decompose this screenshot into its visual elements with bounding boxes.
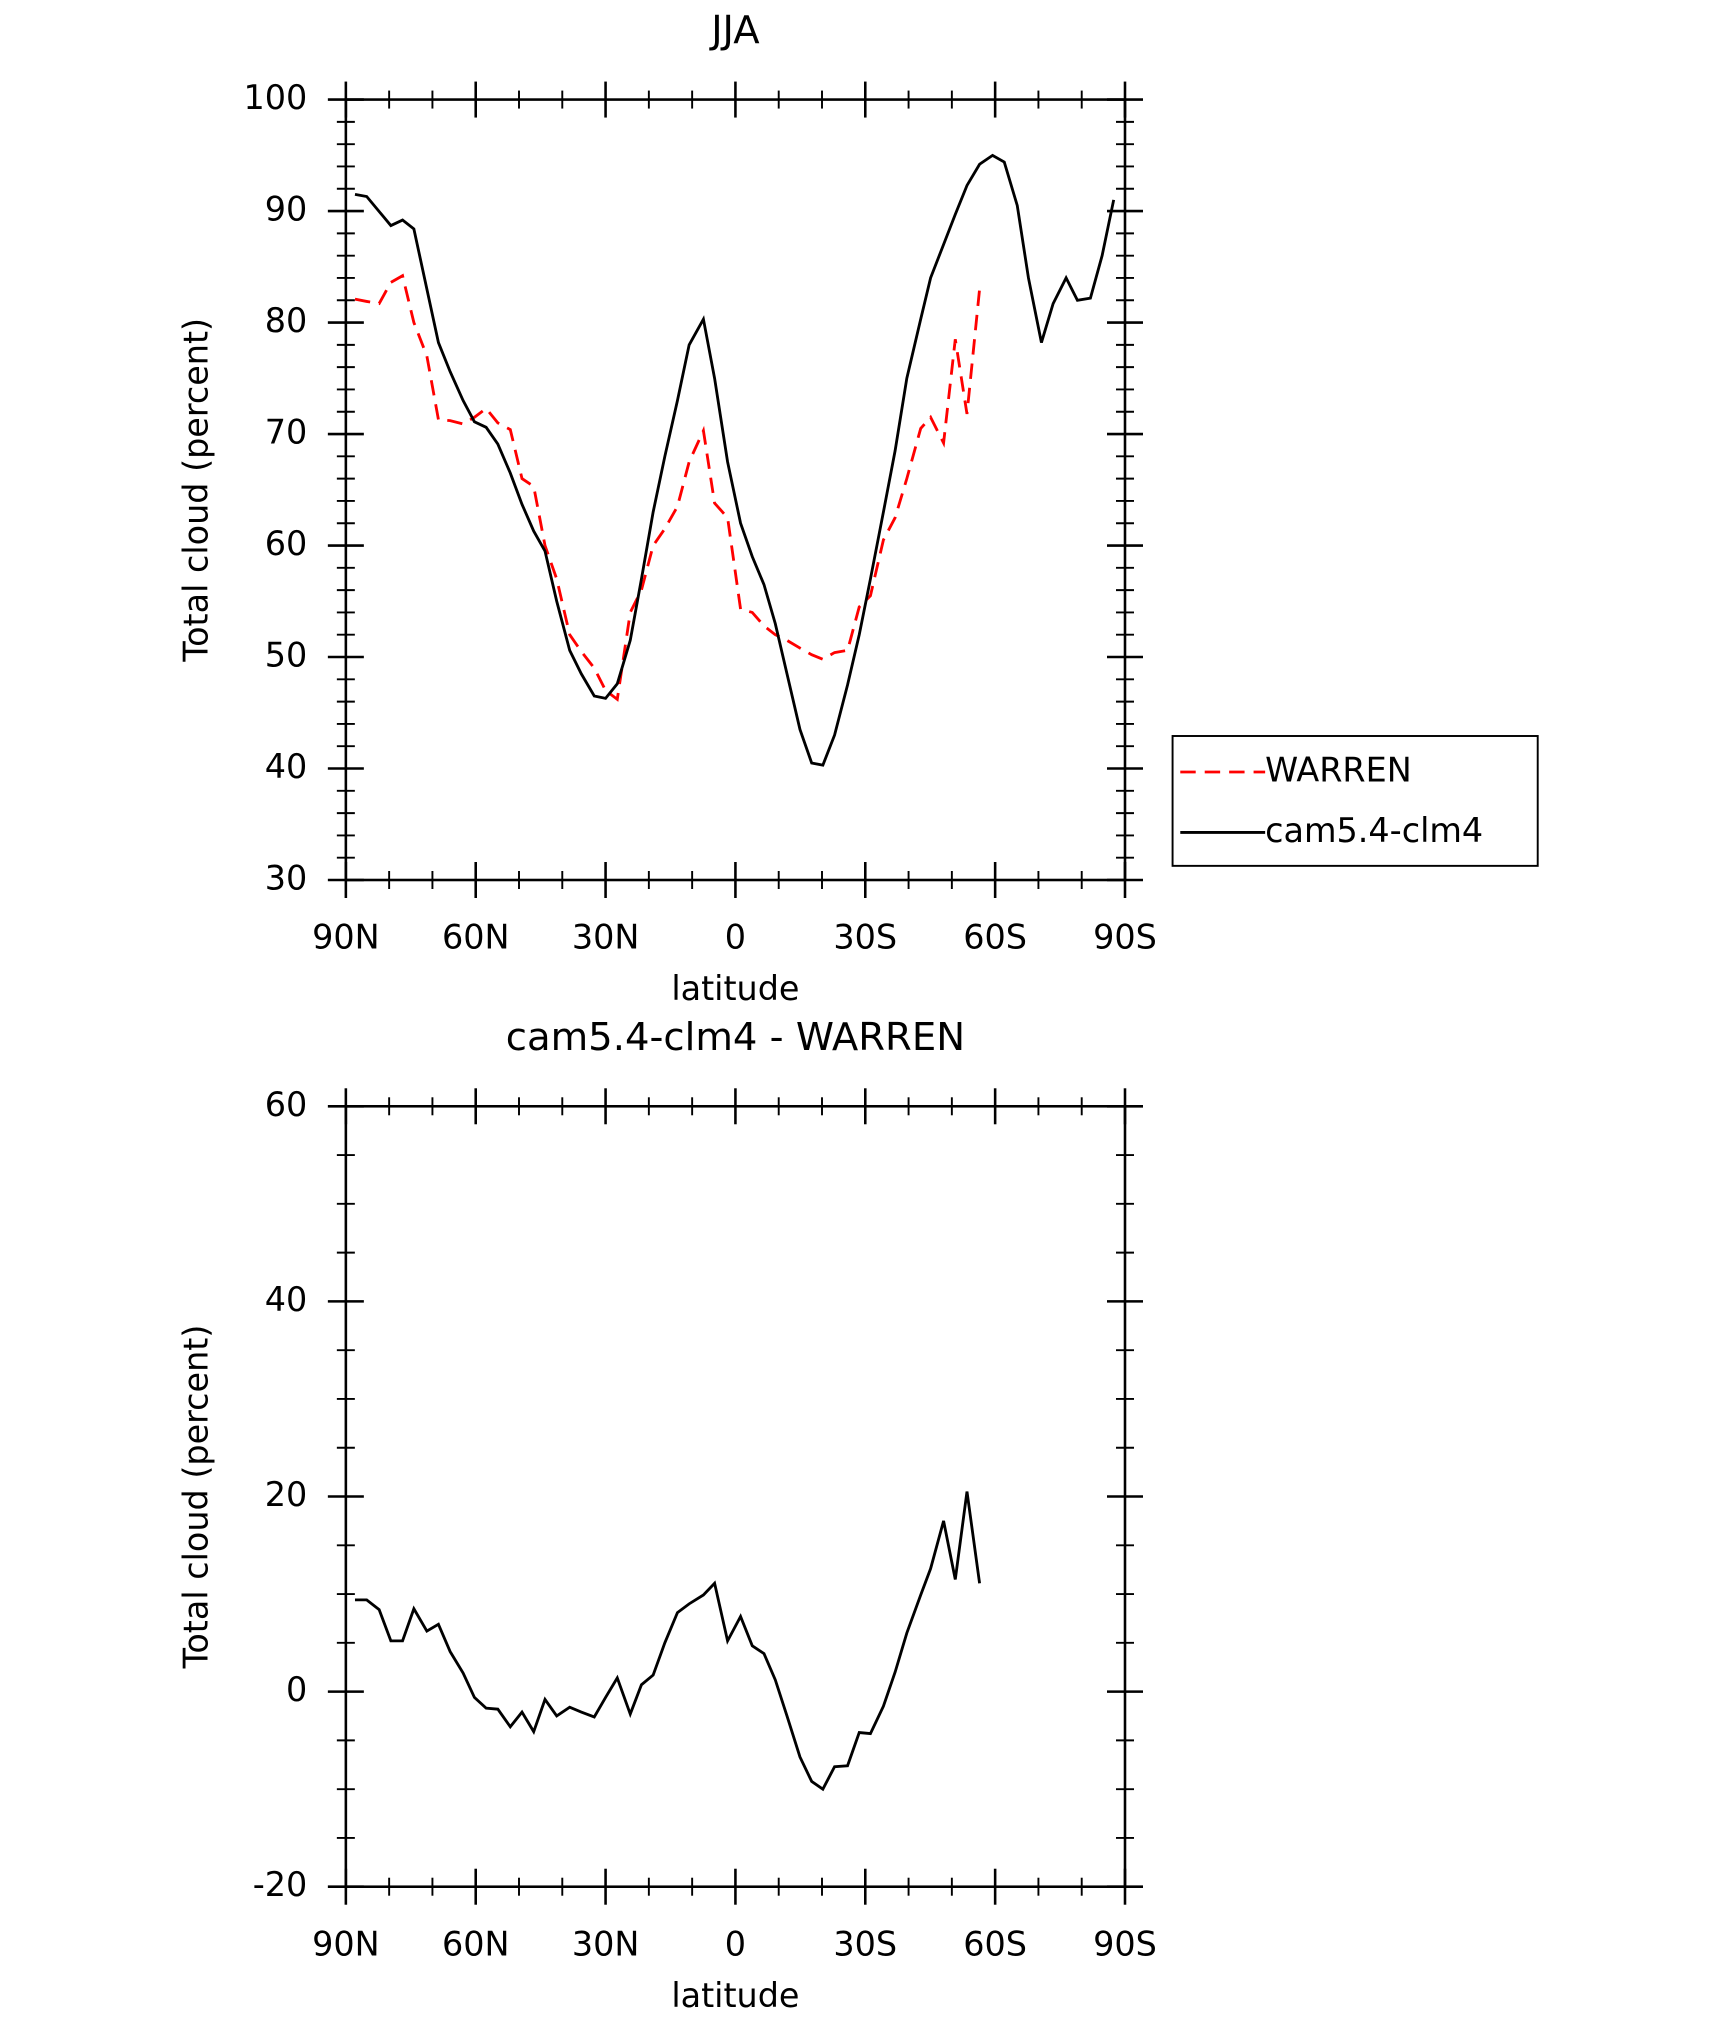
x-tick-label: 90N [312, 918, 380, 957]
x-tick-label: 0 [725, 1924, 746, 1963]
y-axis-label: Total cloud (percent) [176, 318, 215, 663]
legend-box [1171, 735, 1539, 867]
y-tick-label: 60 [265, 524, 308, 563]
plot-frame [344, 98, 1127, 882]
chart-title: cam5.4-clm4 - WARREN [506, 1015, 965, 1060]
y-tick-label: 40 [265, 747, 308, 786]
x-tick-label: 60N [442, 1924, 510, 1963]
data-line [354, 1491, 981, 1792]
legend-label: cam5.4-clm4 [1265, 811, 1483, 850]
x-tick-label: 30S [833, 918, 897, 957]
y-tick-label: 90 [265, 190, 308, 229]
x-tick-label: 90N [312, 1924, 380, 1963]
y-tick-label: 100 [244, 78, 308, 117]
x-tick-label: 30S [833, 1924, 897, 1963]
x-tick-label: 0 [725, 918, 746, 957]
y-tick-label: 30 [265, 859, 308, 898]
y-axis-label: Total cloud (percent) [176, 1325, 215, 1670]
data-line [354, 273, 981, 702]
y-tick-label: 20 [265, 1475, 308, 1514]
legend-label: WARREN [1265, 751, 1412, 790]
data-line [354, 153, 1116, 767]
chart-title: JJA [709, 8, 760, 53]
x-tick-label: 90S [1093, 918, 1157, 957]
y-tick-label: 80 [265, 301, 308, 340]
y-tick-label: 50 [265, 636, 308, 675]
x-tick-label: 60N [442, 918, 510, 957]
y-tick-label: 60 [265, 1085, 308, 1124]
x-axis-label: latitude [671, 969, 799, 1008]
x-axis-label: latitude [671, 1976, 799, 2015]
plot-frame [344, 1105, 1127, 1889]
y-tick-label: 40 [265, 1280, 308, 1319]
x-tick-label: 30N [572, 1924, 640, 1963]
x-tick-label: 60S [963, 1924, 1027, 1963]
x-tick-label: 60S [963, 918, 1027, 957]
x-tick-label: 90S [1093, 1924, 1157, 1963]
x-tick-label: 30N [572, 918, 640, 957]
y-tick-label: -20 [253, 1865, 308, 1904]
y-tick-label: 0 [286, 1670, 307, 1709]
y-tick-label: 70 [265, 413, 308, 452]
